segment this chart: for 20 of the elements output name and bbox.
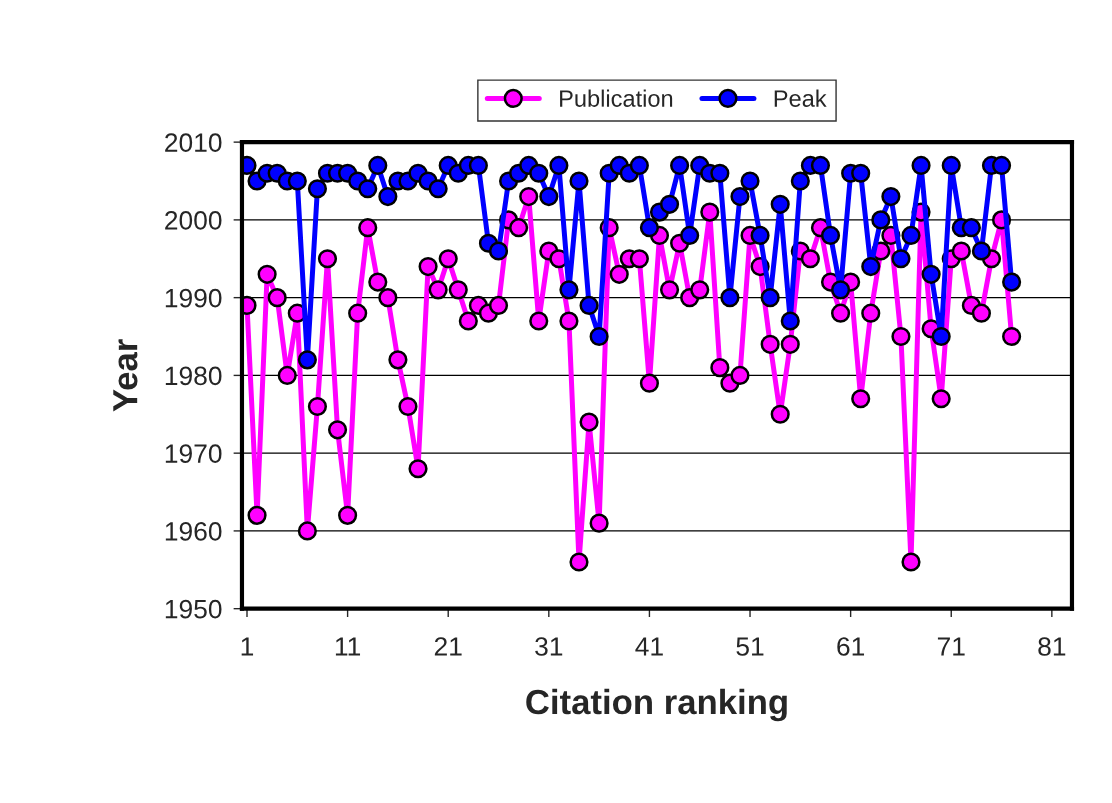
x-tick-label: 81 (1038, 637, 1066, 656)
x-tick-label: 11 (335, 637, 361, 656)
x-tick-label: 21 (434, 637, 462, 656)
x-tick-label: 41 (635, 637, 663, 656)
x-tick-label: 51 (736, 637, 764, 656)
x-tick-label: 31 (535, 637, 563, 656)
x-axis-title: Citation ranking (526, 688, 787, 722)
x-tick-label: 71 (937, 637, 965, 656)
legend-label: Publication (560, 89, 673, 107)
y-tick-label: 1960 (165, 522, 222, 541)
x-tick-label: 61 (837, 637, 865, 656)
legend-label: Peak (774, 89, 827, 107)
y-tick-label: 2010 (165, 133, 222, 152)
y-tick-label: 1990 (165, 288, 222, 308)
y-axis-title: Year (113, 339, 138, 412)
y-tick-label: 2000 (165, 211, 222, 230)
y-tick-label: 1980 (165, 366, 222, 386)
y-tick-label: 1970 (165, 444, 222, 463)
x-tick-label: 1 (241, 637, 254, 656)
y-tick-label: 1950 (165, 599, 222, 619)
